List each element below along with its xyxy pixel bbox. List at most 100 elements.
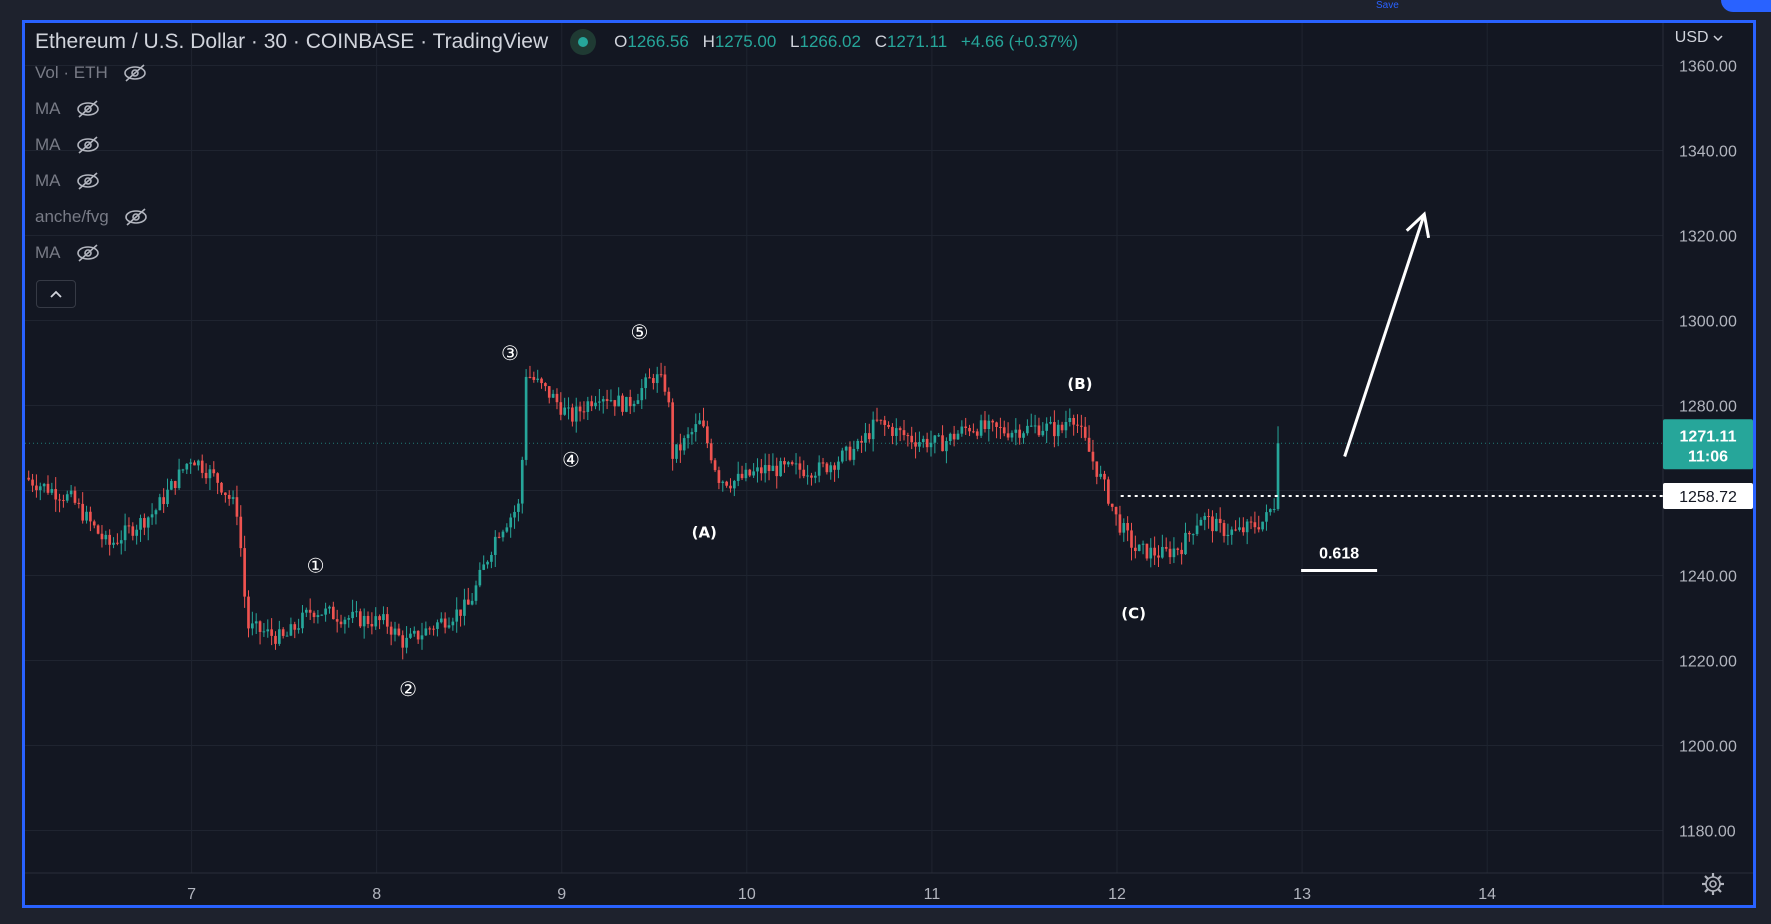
x-tick-label: 9 (557, 886, 566, 903)
eye-off-icon[interactable] (75, 135, 101, 155)
candle-body (864, 433, 867, 443)
candle-body (490, 554, 493, 562)
candle-body (571, 407, 574, 422)
eye-off-icon[interactable] (122, 63, 148, 83)
candle-body (200, 460, 204, 473)
candle-body (459, 609, 462, 616)
candle-body (85, 511, 88, 521)
candle-body (366, 615, 370, 625)
candle-body (933, 435, 937, 443)
low-key: L (790, 32, 800, 51)
candle-body (158, 497, 162, 511)
candle-body (536, 378, 540, 380)
open-key: O (614, 32, 628, 51)
candle-body (424, 628, 428, 636)
candle-body (42, 483, 46, 487)
candle-body (783, 461, 786, 465)
candle-body (871, 419, 875, 440)
candle-body (27, 477, 31, 480)
open-value: 1266.56 (627, 32, 689, 51)
market-status-dot[interactable] (570, 29, 597, 55)
candle-body (736, 473, 740, 481)
indicator-ma-1[interactable]: MA (35, 99, 101, 119)
candle-body (92, 521, 96, 526)
candle-body (1126, 523, 1129, 531)
candle-body (517, 503, 520, 512)
top-right-button[interactable] (1721, 0, 1771, 12)
indicator-vol[interactable]: Vol · ETH (35, 63, 148, 83)
candle-body (760, 467, 763, 474)
indicator-ma-3[interactable]: MA (35, 171, 101, 191)
wave-label: (B) (1067, 375, 1092, 393)
indicator-ma-4[interactable]: MA (35, 243, 101, 263)
candle-body (312, 612, 316, 618)
candle-body (463, 599, 466, 616)
candle-body (694, 424, 698, 433)
candle-body (887, 424, 890, 427)
symbol-title[interactable]: Ethereum / U.S. Dollar · 30 · COINBASE ·… (35, 30, 549, 53)
candle-body (1122, 523, 1126, 533)
candle-body (389, 626, 393, 635)
y-tick-label: 1340.00 (1679, 144, 1737, 161)
candle-body (972, 431, 975, 433)
close-key: C (874, 32, 887, 51)
wave-label: ⑤ (631, 320, 649, 344)
candle-body (902, 430, 906, 436)
eye-off-icon[interactable] (75, 99, 101, 119)
candle-body (625, 396, 628, 412)
candle-body (343, 619, 347, 625)
last-price-tag (1663, 419, 1753, 470)
indicator-fvg[interactable]: anche/fvg (35, 207, 149, 227)
eye-off-icon[interactable] (123, 207, 149, 227)
indicator-label: anche/fvg (35, 207, 109, 226)
candle-body (594, 402, 597, 407)
candle-body (358, 611, 362, 627)
candle-body (108, 534, 112, 545)
candle-body (1230, 529, 1234, 535)
eye-off-icon[interactable] (75, 171, 101, 191)
candle-body (806, 475, 809, 477)
candle-body (1068, 417, 1072, 422)
candle-body (1226, 534, 1230, 537)
chart-frame[interactable]: ① ② ③ ④ ⑤ (A) (B) (C) 0.618 1360.00 1340.00 1320.00… (22, 20, 1756, 908)
candle-body (659, 374, 663, 376)
candle-body (289, 624, 293, 636)
candle-body (706, 426, 709, 444)
collapse-legend-button[interactable] (36, 280, 76, 308)
candle-body (802, 469, 806, 477)
candle-body (69, 490, 73, 495)
change-value: +4.66 (+0.37%) (960, 32, 1079, 51)
candle-body (1010, 432, 1014, 438)
candle-body (1211, 516, 1214, 532)
gear-icon[interactable] (1701, 872, 1725, 901)
save-link[interactable]: Save (1376, 0, 1399, 11)
candle-body (432, 628, 435, 630)
candle-body (478, 569, 482, 586)
candle-body (848, 446, 852, 460)
candle-body (58, 499, 61, 501)
candle-body (956, 433, 960, 440)
wave-label: (A) (692, 524, 717, 542)
indicator-ma-2[interactable]: MA (35, 135, 101, 155)
settings-gear-icon (1702, 873, 1724, 895)
candle-body (293, 624, 297, 630)
currency-selector[interactable]: USD (1675, 29, 1723, 47)
candle-body (46, 483, 50, 493)
candle-body (166, 489, 169, 505)
ohlc-readout: O1266.56 H1275.00 L1266.02 C1271.11 +4.6… (614, 32, 1087, 52)
candle-body (297, 628, 300, 630)
candle-body (671, 402, 674, 459)
candle-body (856, 440, 860, 449)
indicator-label: MA (35, 171, 61, 190)
candle-body (1072, 417, 1075, 425)
chart-canvas[interactable]: ① ② ③ ④ ⑤ (A) (B) (C) 0.618 1360.00 1340.00 1320.00… (25, 23, 1753, 905)
candle-body (1041, 430, 1045, 436)
candle-body (493, 536, 497, 555)
candle-body (733, 480, 736, 489)
wave-label: ③ (501, 341, 519, 365)
candle-body (655, 374, 659, 384)
candle-body (123, 525, 127, 541)
candle-body (73, 490, 77, 503)
candle-body (1134, 547, 1137, 551)
eye-off-icon[interactable] (75, 243, 101, 263)
